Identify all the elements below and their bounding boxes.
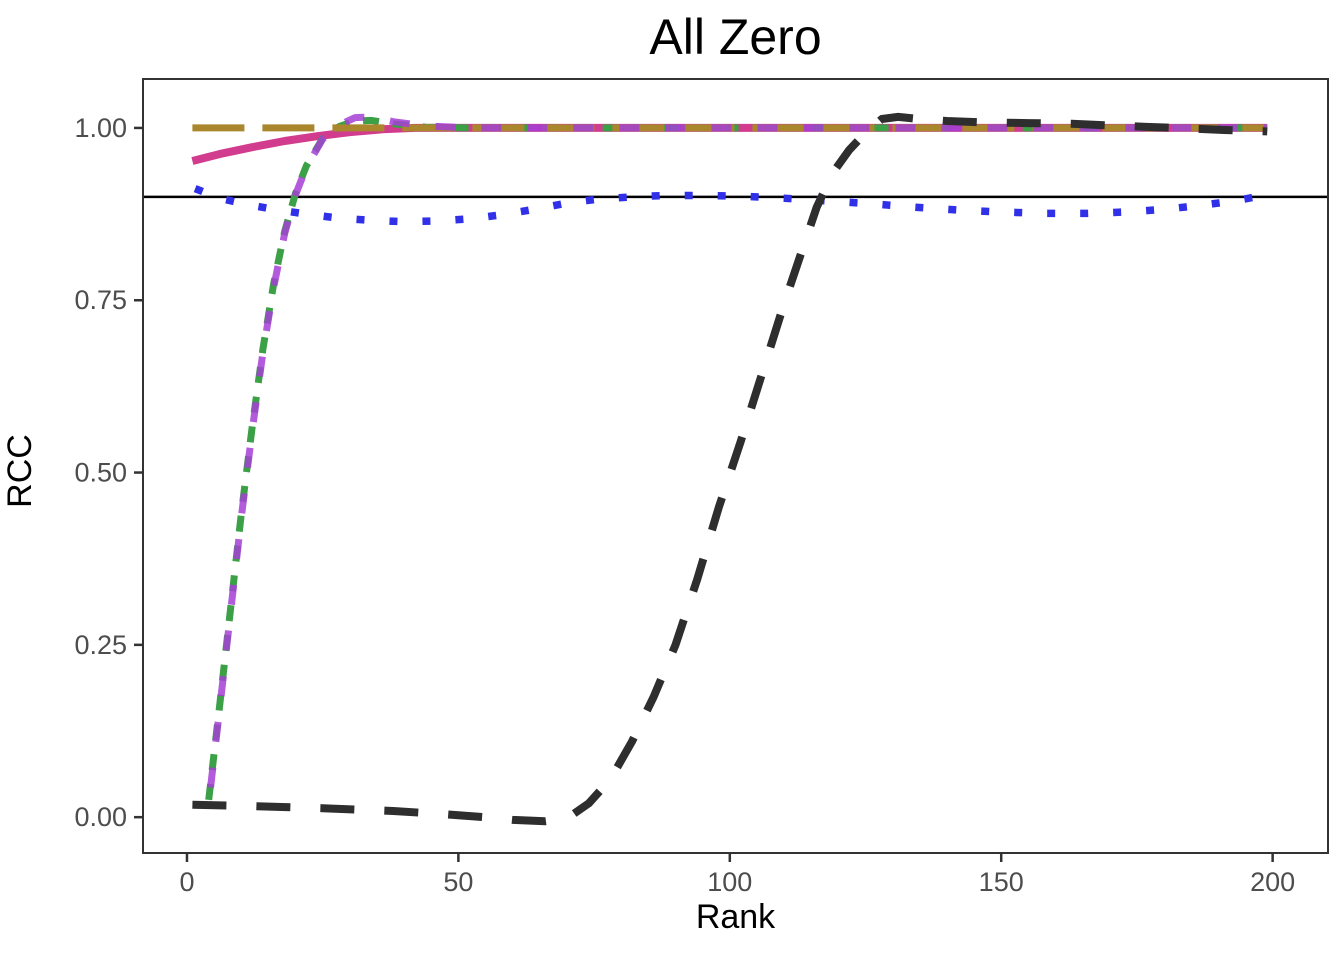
x-tick-label: 100	[707, 867, 752, 897]
y-axis-title: RCC	[1, 434, 39, 508]
y-tick-label: 0.75	[74, 285, 127, 315]
series-solid-pink	[191, 123, 1268, 165]
y-tick-label: 0.25	[74, 630, 127, 660]
x-axis-title: Rank	[695, 898, 776, 936]
series-longdash-black	[192, 112, 1268, 826]
x-tick-label: 0	[179, 867, 194, 897]
y-tick-label: 1.00	[74, 113, 127, 143]
x-tick-label: 200	[1250, 867, 1295, 897]
y-tick-label: 0.50	[74, 458, 127, 488]
y-tick-label: 0.00	[74, 802, 127, 832]
chart-title: All Zero	[649, 9, 822, 65]
x-tick-label: 50	[443, 867, 473, 897]
panel-border	[142, 78, 1329, 854]
series-dotted-blue	[193, 185, 1268, 226]
x-tick-label: 150	[979, 867, 1024, 897]
series-dashed-purple	[205, 113, 1268, 804]
